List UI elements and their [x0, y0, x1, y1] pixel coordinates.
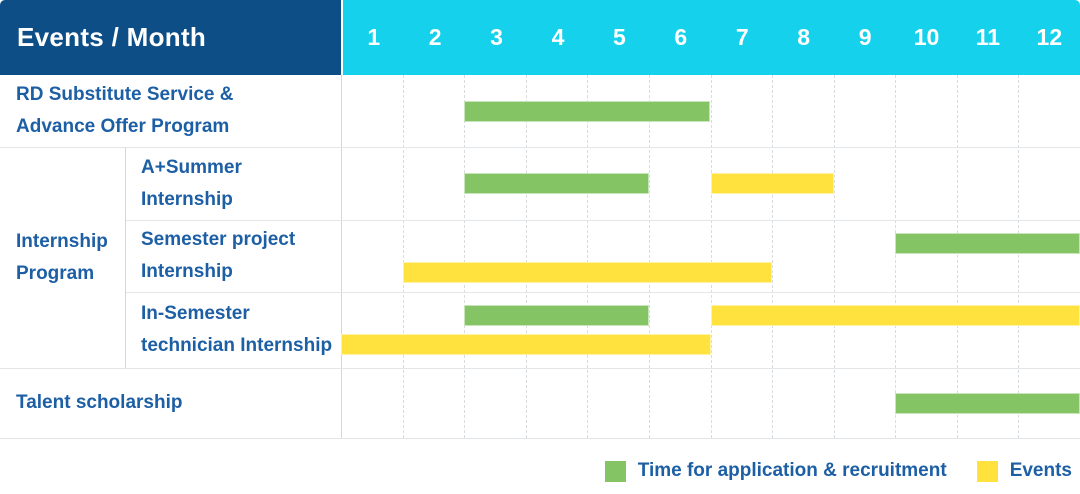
row-label: In-Semester technician Internship	[125, 292, 341, 368]
month-gridline	[525, 75, 527, 438]
row-separator	[125, 292, 1080, 293]
label-line: Program	[16, 262, 95, 284]
gantt-bar-yellow	[710, 173, 834, 194]
month-gridline	[402, 75, 404, 438]
row-separator	[0, 147, 1080, 148]
legend-swatch-green	[604, 460, 626, 482]
label-line: RD Substitute Service &	[16, 84, 234, 105]
month-header-7: 7	[735, 24, 749, 50]
gantt-bar-green	[464, 173, 649, 194]
legend-item-yellow: Events	[976, 460, 1072, 482]
row-separator	[0, 368, 1080, 369]
month-header-8: 8	[797, 24, 811, 50]
gantt-bar-yellow	[341, 334, 711, 355]
month-header-row: 1 2 3 4 5 6 7 8 9 10 11 12	[341, 0, 1080, 75]
month-header-6: 6	[674, 24, 688, 50]
gantt-table: Events / Month 1 2 3 4 5 6 7 8 9 10 11 12 Internshi…	[0, 0, 1080, 439]
section-label: Internship Program	[0, 147, 125, 368]
month-gridline	[833, 75, 835, 438]
month-header-5: 5	[613, 24, 626, 50]
gantt-bar-yellow	[710, 305, 1080, 326]
month-gridline	[1018, 75, 1020, 438]
legend-label: Time for application & recruitment	[637, 460, 947, 481]
month-gridline	[587, 75, 589, 438]
row-label: RD Substitute Service & Advance Offer Pro…	[0, 75, 341, 147]
events-month-corner-header: Events / Month	[0, 0, 341, 75]
gantt-bar-green	[464, 100, 711, 122]
label-line: Advance Offer Program	[16, 116, 230, 137]
month-gridline	[648, 75, 650, 438]
month-header-9: 9	[858, 24, 872, 50]
label-line: Internship	[141, 261, 233, 282]
label-line: In-Semester	[141, 303, 250, 324]
month-header-10: 10	[913, 24, 940, 50]
month-header-2: 2	[428, 24, 442, 50]
label-chart-divider	[341, 75, 342, 438]
month-header-4: 4	[551, 24, 565, 50]
gantt-bar-yellow	[402, 262, 773, 283]
month-gridline	[895, 75, 897, 438]
label-line: A+Summer	[141, 156, 242, 178]
legend-item-green: Time for application & recruitment	[604, 460, 947, 482]
month-gridline	[464, 75, 466, 438]
row-separator	[125, 220, 1080, 221]
month-gridline	[772, 75, 774, 438]
gantt-bar-green	[895, 233, 1080, 254]
label-line: Internship	[141, 188, 233, 210]
row-label: Semester project Internship	[125, 220, 341, 292]
month-gridline	[710, 75, 712, 438]
row-label: A+Summer Internship	[125, 147, 341, 220]
label-line: technician Internship	[141, 335, 333, 356]
month-header-11: 11	[975, 24, 1001, 50]
month-header-3: 3	[490, 24, 503, 50]
label-line: Internship	[16, 230, 108, 252]
legend-label: Events	[1009, 460, 1072, 481]
row-label: Talent scholarship	[0, 368, 341, 438]
label-line: Talent scholarship	[16, 392, 183, 413]
label-line: Semester project	[141, 229, 296, 250]
legend: Time for application & recruitment Events	[0, 438, 1080, 494]
legend-swatch-yellow	[976, 460, 998, 482]
month-header-12: 12	[1036, 24, 1063, 50]
month-gridline	[956, 75, 958, 438]
section-divider	[125, 147, 126, 368]
gantt-bar-green	[464, 305, 649, 326]
month-header-1: 1	[367, 24, 381, 50]
gantt-bar-green	[895, 392, 1080, 414]
row-separator	[0, 438, 1080, 439]
